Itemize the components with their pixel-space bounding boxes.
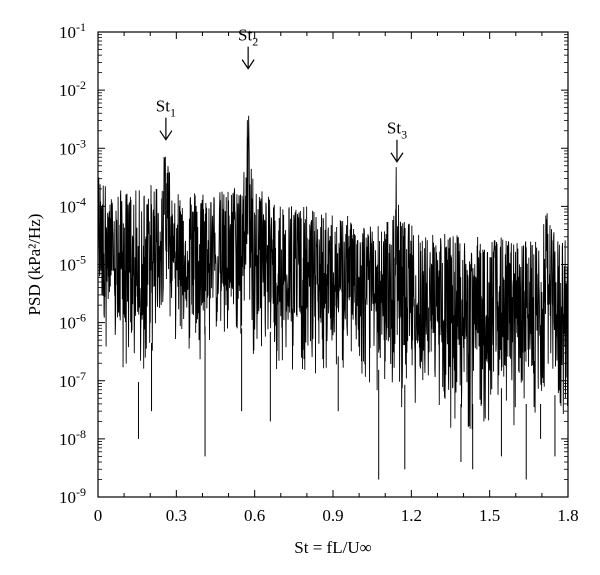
x-tick-label: 1.8 [557, 506, 578, 525]
x-tick-label: 0.9 [322, 506, 343, 525]
annotation-arrowhead [390, 152, 404, 163]
y-tick-label: 10-5 [59, 253, 86, 275]
peak-annotation: St1 [156, 97, 176, 141]
y-tick-label: 10-6 [59, 311, 86, 333]
x-tick-label: 0.6 [244, 506, 265, 525]
peak-annotations: St1 St2 St3 [156, 26, 407, 163]
y-tick-label: 10-7 [59, 369, 86, 391]
x-tick-label: 1.5 [479, 506, 500, 525]
x-tick-label: 0.3 [166, 506, 187, 525]
y-axis-label: PSD (kPa²/Hz) [25, 214, 44, 316]
x-tick-label: 1.2 [401, 506, 422, 525]
annotation-arrowhead [241, 59, 255, 70]
x-axis-label: St = fL/U∞ [294, 538, 371, 557]
peak-annotation: St2 [238, 26, 258, 70]
y-tick-label: 10-4 [59, 194, 86, 216]
y-tick-label: 10-9 [59, 485, 86, 507]
y-tick-label: 10-1 [59, 20, 86, 42]
annotation-label: St3 [387, 119, 407, 142]
annotation-label: St1 [156, 97, 176, 120]
psd-trace [97, 115, 569, 430]
x-tick-label: 0 [94, 506, 103, 525]
psd-series [97, 115, 569, 480]
axis-ticks: 0 0.3 0.6 0.9 1.2 1.5 1.8 10-9 10-8 10-7 10-6 10-5 1… [59, 20, 579, 525]
annotation-arrowhead [159, 130, 173, 141]
y-tick-label: 10-8 [59, 427, 86, 449]
y-tick-label: 10-2 [59, 78, 86, 100]
peak-annotation: St3 [387, 119, 407, 163]
annotation-label: St2 [238, 26, 258, 49]
y-tick-label: 10-3 [59, 136, 86, 158]
